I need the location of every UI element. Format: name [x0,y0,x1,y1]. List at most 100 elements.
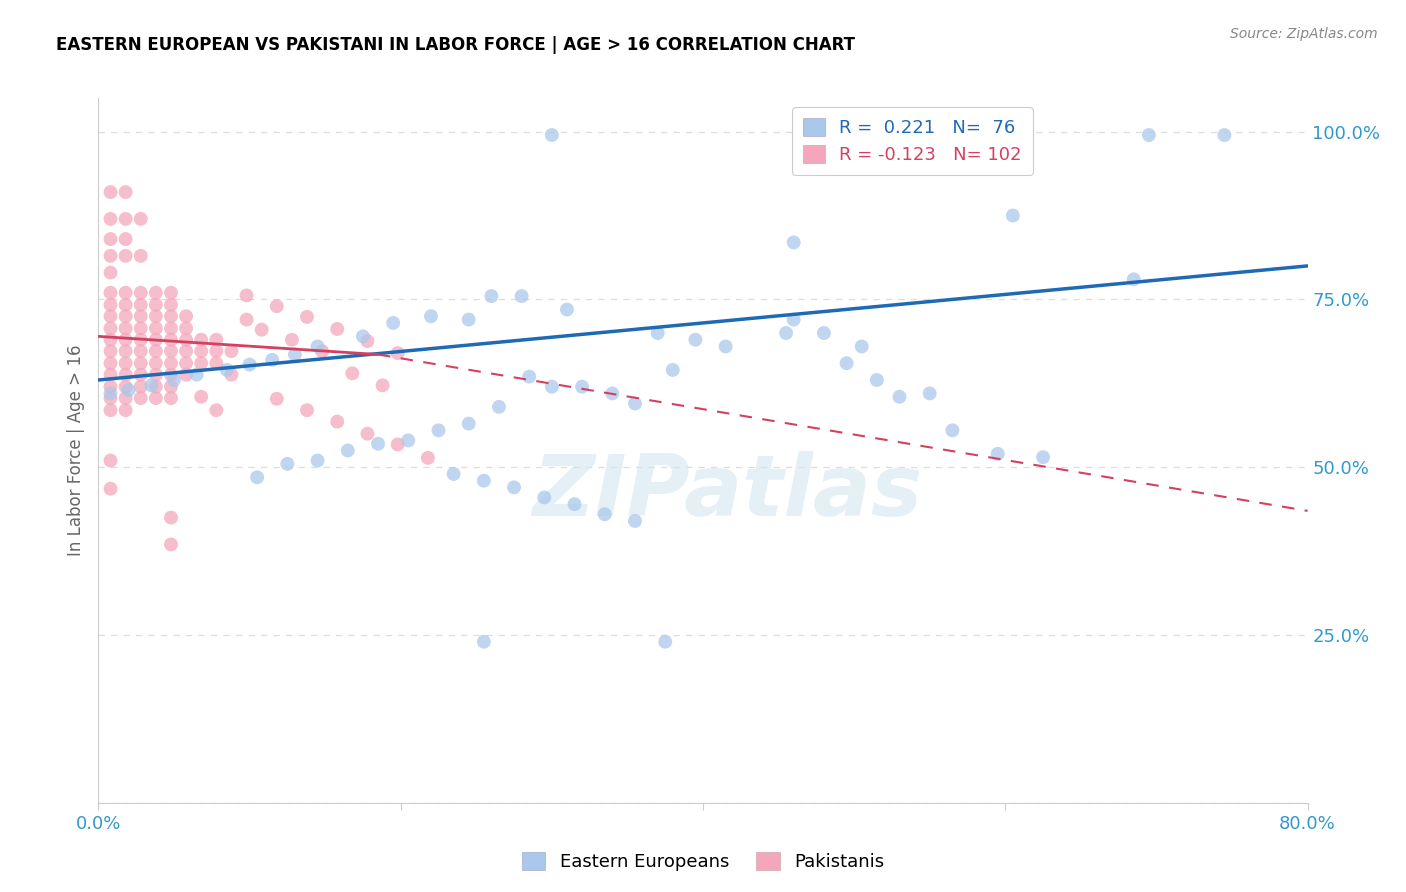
Point [114,211,136,226]
Point [1001,209,1024,223]
Point [100,249,122,263]
Point [100,380,122,394]
Point [100,310,122,324]
Point [851,339,873,353]
Legend: R =  0.221   N=  76, R = -0.123   N= 102: R = 0.221 N= 76, R = -0.123 N= 102 [792,107,1032,175]
Point [352,329,374,343]
Point [114,298,136,312]
Point [100,386,122,401]
Point [160,391,183,405]
Legend: Eastern Europeans, Pakistanis: Eastern Europeans, Pakistanis [515,845,891,879]
Point [129,310,152,324]
Point [307,453,329,467]
Point [163,373,186,387]
Point [540,128,562,142]
Point [1122,272,1144,286]
Point [145,321,167,335]
Point [387,437,409,451]
Point [186,368,208,382]
Point [145,298,167,312]
Point [235,312,257,326]
Point [336,443,359,458]
Point [866,373,889,387]
Point [114,249,136,263]
Point [382,316,405,330]
Point [205,333,228,347]
Point [262,352,284,367]
Point [443,467,465,481]
Point [100,482,122,496]
Point [488,400,510,414]
Point [941,423,963,437]
Point [420,310,443,324]
Point [129,333,152,347]
Point [533,491,555,505]
Point [160,333,183,347]
Point [276,457,298,471]
Point [307,339,329,353]
Point [457,417,479,431]
Point [100,391,122,405]
Point [145,356,167,370]
Point [326,415,349,429]
Point [118,383,141,397]
Point [571,380,593,394]
Point [281,333,304,347]
Point [503,480,526,494]
Point [295,403,318,417]
Point [114,232,136,246]
Point [100,344,122,359]
Point [239,358,262,372]
Point [129,298,152,312]
Point [266,299,288,313]
Point [342,366,364,380]
Point [540,380,562,394]
Point [396,434,419,448]
Point [714,339,737,353]
Point [246,470,269,484]
Point [190,344,212,359]
Point [517,369,540,384]
Point [311,344,333,359]
Point [481,289,503,303]
Point [100,321,122,335]
Point [205,344,228,359]
Point [160,321,183,335]
Point [205,403,228,417]
Point [190,390,212,404]
Point [783,312,806,326]
Point [416,450,439,465]
Point [510,289,533,303]
Point [100,232,122,246]
Text: ZIPatlas: ZIPatlas [531,451,922,534]
Point [100,368,122,382]
Point [129,211,152,226]
Point [266,392,288,406]
Point [114,356,136,370]
Point [654,634,676,648]
Point [326,322,349,336]
Point [160,510,183,524]
Point [602,386,624,401]
Y-axis label: In Labor Force | Age > 16: In Labor Force | Age > 16 [66,344,84,557]
Point [114,344,136,359]
Point [250,323,273,337]
Point [100,333,122,347]
Point [205,356,228,370]
Point [100,356,122,370]
Point [129,380,152,394]
Point [555,302,578,317]
Point [371,378,394,392]
Point [472,634,495,648]
Point [114,285,136,300]
Point [221,368,243,382]
Point [145,368,167,382]
Point [221,344,243,359]
Point [174,344,197,359]
Point [160,285,183,300]
Point [129,391,152,405]
Point [427,423,450,437]
Point [387,346,409,360]
Point [160,310,183,324]
Point [190,333,212,347]
